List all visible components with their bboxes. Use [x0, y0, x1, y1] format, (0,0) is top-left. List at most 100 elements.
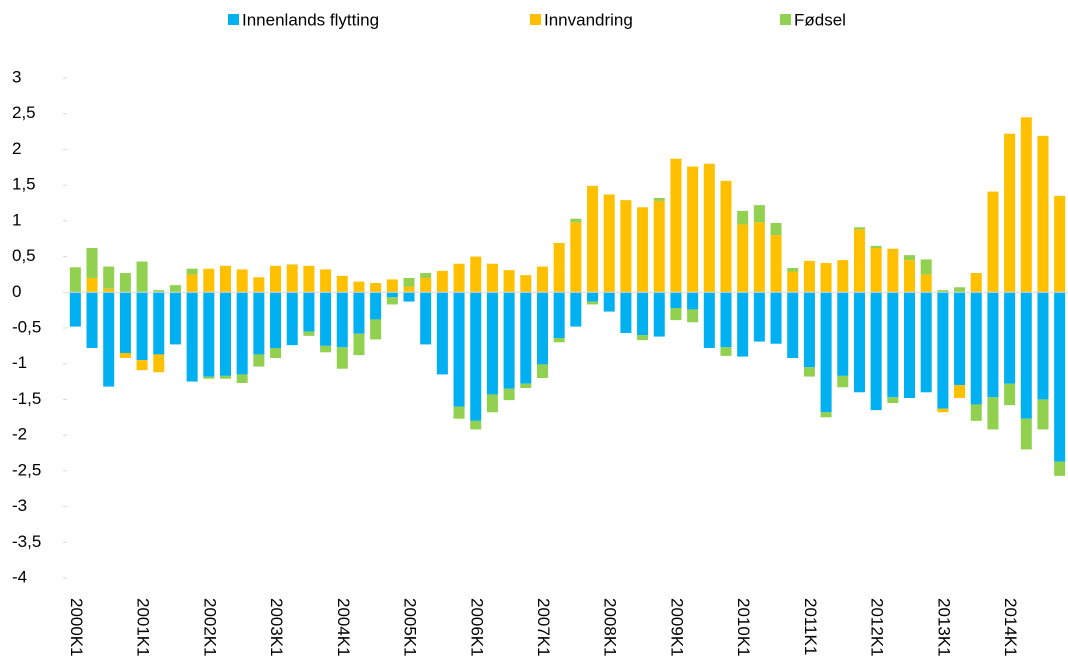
bar-segment — [453, 263, 465, 293]
bar-segment — [653, 200, 665, 293]
bar-segment — [136, 292, 148, 361]
bar-segment — [970, 404, 982, 421]
bar-segment — [119, 292, 131, 353]
bar-segment — [1054, 461, 1066, 476]
bar-segment — [136, 360, 148, 371]
bar-segment — [253, 292, 265, 355]
bar-segment — [553, 338, 565, 343]
bar-segment — [203, 376, 215, 379]
bar-segment — [370, 283, 382, 293]
bar-segment — [353, 333, 365, 356]
bar-segment — [1054, 195, 1066, 293]
bar-segment — [470, 420, 482, 430]
bar-segment — [920, 274, 932, 293]
bar-segment — [1004, 292, 1016, 384]
y-tick-label: -2 — [12, 425, 27, 444]
bar-segment — [286, 264, 298, 293]
x-tick-label: 2007K1 — [534, 598, 553, 657]
bar-segment — [453, 292, 465, 407]
bar-segment — [904, 255, 916, 261]
bar-segment — [219, 265, 231, 293]
bar-segment — [386, 292, 398, 298]
legend-label: Innenlands flytting — [242, 10, 379, 29]
y-tick-label: 2,5 — [12, 103, 36, 122]
bar-segment — [370, 319, 382, 340]
bar-segment — [653, 198, 665, 201]
bar-segment — [753, 205, 765, 223]
bar-segment — [937, 408, 949, 413]
bar-segment — [86, 292, 98, 348]
bar-segment — [770, 223, 782, 236]
bar-segment — [403, 286, 415, 293]
bar-segment — [503, 292, 515, 389]
bar-segment — [303, 265, 315, 293]
bar-segment — [1037, 292, 1049, 400]
bar-segment — [1054, 292, 1066, 462]
bar-segment — [1037, 135, 1049, 293]
bar-segment — [954, 287, 966, 293]
bar-segment — [103, 292, 115, 387]
legend-label: Fødsel — [794, 10, 846, 29]
bar-segment — [403, 278, 415, 287]
bar-segment — [570, 222, 582, 293]
bar-segment — [770, 235, 782, 293]
x-tick-label: 2006K1 — [467, 598, 486, 657]
bar-segment — [737, 292, 749, 357]
bar-segment — [219, 292, 231, 376]
y-tick-label: 2 — [12, 139, 21, 158]
y-tick-label: 1 — [12, 210, 21, 229]
bar-segment — [320, 345, 332, 353]
bar-segment — [853, 229, 865, 293]
bar-segment — [169, 285, 181, 293]
bar-segment — [803, 260, 815, 293]
bar-segment — [503, 388, 515, 401]
bar-segment — [86, 248, 98, 278]
bar-segment — [670, 158, 682, 293]
bar-segment — [687, 292, 699, 310]
bar-segment — [887, 397, 899, 403]
legend-swatch — [530, 14, 541, 25]
bar-segment — [770, 292, 782, 344]
bar-segment — [1020, 292, 1032, 419]
bar-segment — [219, 375, 231, 379]
bar-segment — [837, 260, 849, 293]
bar-segment — [803, 367, 815, 377]
x-tick-label: 2001K1 — [134, 598, 153, 657]
bar-segment — [920, 259, 932, 275]
bar-segment — [670, 292, 682, 308]
bar-segment — [970, 273, 982, 293]
bar-segment — [620, 200, 632, 293]
bar-segment — [536, 292, 548, 365]
x-tick-label: 2004K1 — [334, 598, 353, 657]
bar-segment — [253, 354, 265, 367]
bar-segment — [870, 248, 882, 293]
bar-segment — [670, 308, 682, 321]
bar-segment — [870, 245, 882, 248]
y-tick-label: -1 — [12, 353, 27, 372]
bar-segment — [720, 347, 732, 356]
bar-segment — [570, 218, 582, 223]
bar-segment — [203, 292, 215, 377]
bar-segment — [1020, 117, 1032, 293]
y-tick-label: -1,5 — [12, 389, 41, 408]
x-tick-label: 2009K1 — [667, 598, 686, 657]
bar-segment — [603, 292, 615, 312]
bar-segment — [937, 290, 949, 293]
bar-segment — [687, 166, 699, 293]
bar-segment — [1004, 383, 1016, 406]
bar-segment — [486, 292, 498, 395]
x-tick-label: 2010K1 — [734, 598, 753, 657]
bar-segment — [937, 292, 949, 409]
bar-segment — [954, 292, 966, 386]
legend-swatch — [228, 14, 239, 25]
bar-segment — [637, 207, 649, 293]
bar-segment — [954, 385, 966, 398]
x-tick-label: 2005K1 — [401, 598, 420, 657]
bar-segment — [820, 263, 832, 293]
bar-segment — [837, 375, 849, 388]
bar-segment — [1020, 418, 1032, 450]
y-tick-label: 0 — [12, 282, 21, 301]
bar-segment — [753, 292, 765, 342]
bar-segment — [737, 210, 749, 225]
